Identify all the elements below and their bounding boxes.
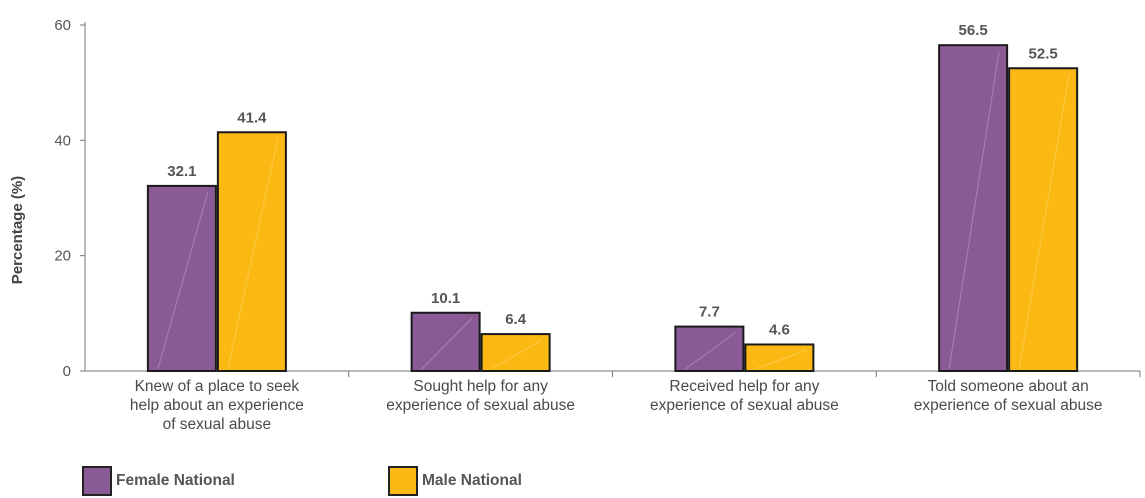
category-label: experience of sexual abuse — [650, 397, 839, 414]
bar-male-2 — [744, 343, 815, 372]
bar-male-3 — [1008, 67, 1079, 372]
bar-female-0 — [146, 184, 217, 372]
data-label: 7.7 — [699, 304, 720, 321]
bars — [146, 44, 1079, 373]
bar-texture — [157, 191, 209, 370]
category-label: help about an experience — [130, 397, 304, 414]
category-labels: Knew of a place to seek help about an exp… — [130, 371, 1141, 433]
bar-chart: 0 20 40 60 32.1 41.4 10.1 6.4 7.7 4.6 56.5 52.5 Kn… — [9, 17, 1141, 433]
data-label: 10.1 — [431, 290, 460, 307]
y-tick-label: 0 — [63, 363, 71, 380]
bar-female-3 — [938, 44, 1009, 373]
y-tick-label: 60 — [54, 17, 71, 34]
bar-male-0 — [216, 131, 287, 372]
category-label: Received help for any — [669, 378, 819, 395]
legend-item-male: Male National — [388, 464, 522, 498]
category-label: Sought help for any — [413, 378, 548, 395]
legend-label-male: Male National — [422, 472, 522, 489]
category-label: experience of sexual abuse — [914, 397, 1103, 414]
data-label: 41.4 — [237, 109, 267, 126]
bar-texture — [755, 350, 806, 370]
bar-texture — [491, 339, 542, 370]
data-label: 52.5 — [1029, 45, 1058, 62]
data-label: 56.5 — [959, 22, 988, 39]
data-label: 4.6 — [769, 321, 790, 338]
legend-swatch-female — [82, 466, 112, 496]
legend-item-female: Female National — [82, 464, 235, 498]
bar-texture — [1018, 74, 1070, 370]
data-label: 6.4 — [505, 311, 527, 328]
y-tick-label: 40 — [54, 132, 71, 149]
category-label: Told someone about an — [928, 378, 1089, 395]
legend-label-female: Female National — [116, 472, 235, 489]
bar-texture — [685, 332, 736, 370]
bar-female-2 — [674, 325, 745, 373]
bar-texture — [948, 51, 1000, 370]
data-labels: 32.1 41.4 10.1 6.4 7.7 4.6 56.5 52.5 — [167, 22, 1057, 338]
category-label: of sexual abuse — [163, 416, 272, 433]
data-label: 32.1 — [167, 163, 196, 180]
bar-female-1 — [410, 311, 481, 372]
bar-texture — [421, 318, 472, 370]
legend-swatch-male — [388, 466, 418, 496]
category-label: Knew of a place to seek — [135, 378, 300, 395]
y-axis-label: Percentage (%) — [9, 176, 26, 284]
y-tick-label: 20 — [54, 248, 71, 265]
category-label: experience of sexual abuse — [386, 397, 575, 414]
bar-texture — [227, 138, 279, 370]
bar-male-1 — [480, 333, 551, 372]
